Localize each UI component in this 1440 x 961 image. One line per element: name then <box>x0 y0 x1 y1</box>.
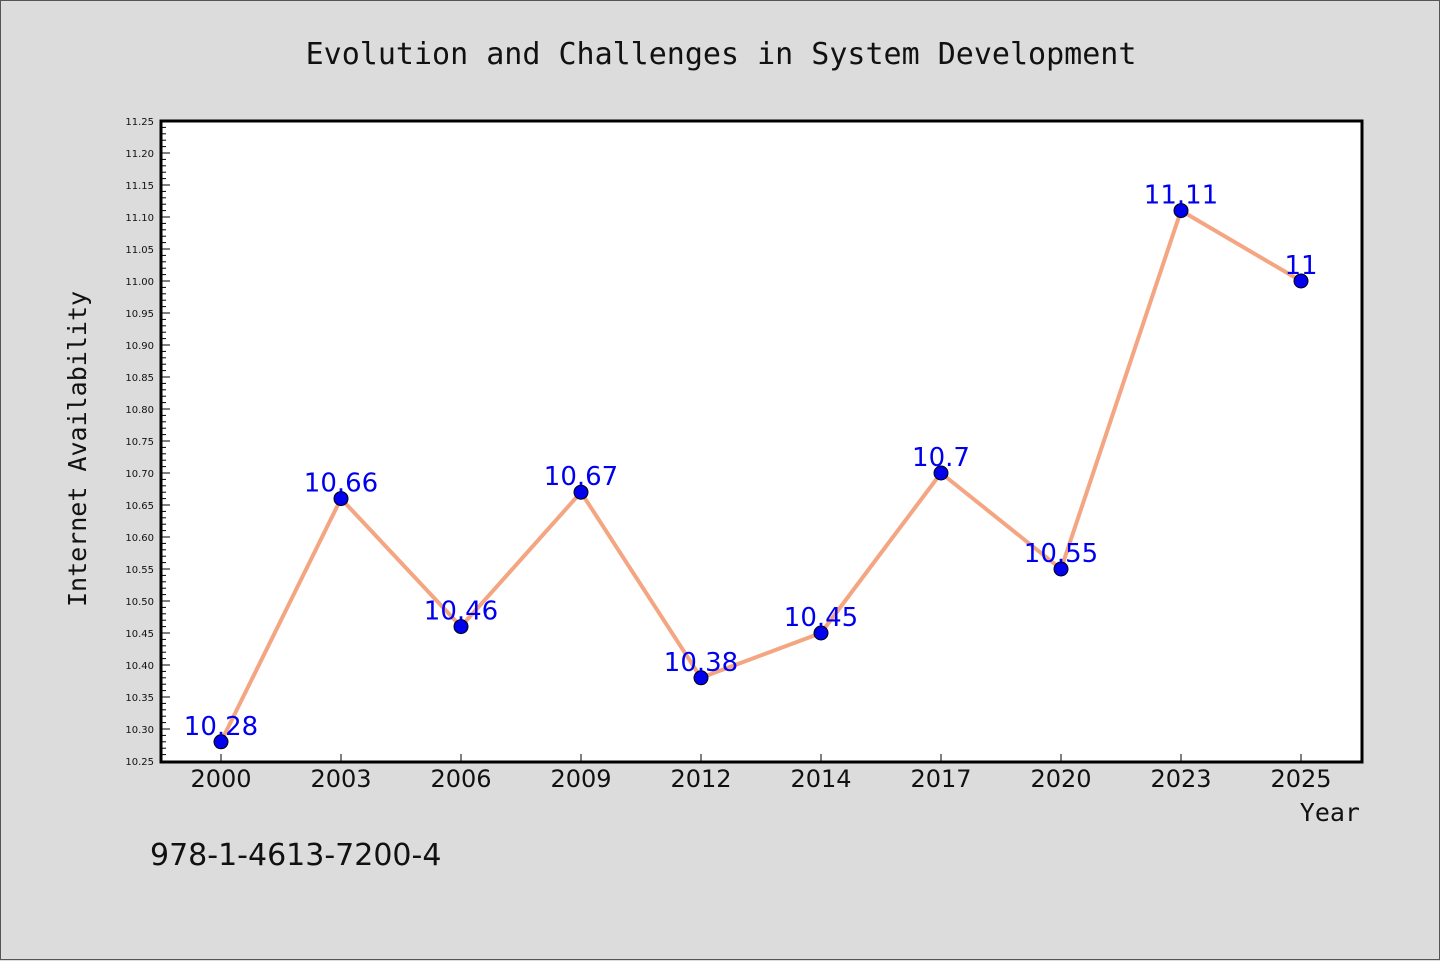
x-tick-label: 2012 <box>670 765 731 793</box>
y-tick-label: 10.85 <box>125 373 154 384</box>
data-point <box>933 465 949 481</box>
y-tick-label: 11.20 <box>125 149 154 160</box>
y-tick-label: 10.30 <box>125 725 154 736</box>
x-tick-label: 2003 <box>310 765 371 793</box>
y-axis-label: Internet Availability <box>63 291 92 607</box>
data-label: 10.28 <box>184 712 258 742</box>
data-point <box>1173 203 1189 219</box>
data-point <box>1293 273 1309 289</box>
data-point <box>693 670 709 686</box>
data-label: 10.45 <box>784 603 858 633</box>
data-label: 11 <box>1284 251 1317 281</box>
data-point <box>453 619 469 635</box>
y-tick-label: 10.50 <box>125 597 154 608</box>
y-tick-label: 10.40 <box>125 661 154 672</box>
x-tick-label: 2020 <box>1030 765 1091 793</box>
y-tick-label: 10.75 <box>125 437 154 448</box>
footer-code: 978-1-4613-7200-4 <box>150 838 441 873</box>
x-tick-label: 2014 <box>790 765 851 793</box>
data-label: 10.55 <box>1024 539 1098 569</box>
x-tick-label: 2017 <box>910 765 971 793</box>
data-label: 11.11 <box>1144 181 1218 211</box>
data-label: 10.67 <box>544 462 618 492</box>
y-tick-label: 11.10 <box>125 213 154 224</box>
data-point <box>813 625 829 641</box>
y-tick-label: 10.35 <box>125 693 154 704</box>
y-tick-label: 10.25 <box>125 757 154 768</box>
data-label: 10.38 <box>664 648 738 678</box>
data-point <box>213 734 229 750</box>
y-tick-label: 10.90 <box>125 341 154 352</box>
y-tick-label: 11.25 <box>125 117 154 128</box>
y-tick-label: 10.95 <box>125 309 154 320</box>
data-point <box>333 491 349 507</box>
y-tick-label: 10.45 <box>125 629 154 640</box>
y-axis: 10.25 10.30 10.35 10.40 10.45 10.50 10.55 10.60… <box>125 117 170 768</box>
x-tick-label: 2025 <box>1270 765 1331 793</box>
y-tick-label: 10.70 <box>125 469 154 480</box>
y-tick-label: 11.00 <box>125 277 154 288</box>
x-tick-label: 2000 <box>190 765 251 793</box>
data-point <box>1053 561 1069 577</box>
y-tick-label: 10.65 <box>125 501 154 512</box>
series-group: 10.28 10.66 10.46 10.67 10.38 10.45 10.7 10.55 1… <box>184 181 1318 750</box>
chart-title: Evolution and Challenges in System Devel… <box>306 37 1137 72</box>
y-tick-label: 10.55 <box>125 565 154 576</box>
y-tick-label: 10.80 <box>125 405 154 416</box>
data-point <box>573 484 589 500</box>
x-tick-label: 2023 <box>1150 765 1211 793</box>
x-axis-label: Year <box>1300 798 1360 827</box>
x-tick-label: 2009 <box>550 765 611 793</box>
data-label: 10.66 <box>304 469 378 499</box>
x-axis: 2000 2003 2006 2009 2012 2014 2017 2020 2023 2025 <box>190 754 1332 793</box>
data-label: 10.46 <box>424 597 498 627</box>
x-tick-label: 2006 <box>430 765 491 793</box>
series-line <box>219 208 1303 743</box>
y-tick-label: 11.05 <box>125 245 154 256</box>
y-tick-label: 10.60 <box>125 533 154 544</box>
data-label: 10.7 <box>912 443 970 473</box>
y-tick-label: 11.15 <box>125 181 154 192</box>
